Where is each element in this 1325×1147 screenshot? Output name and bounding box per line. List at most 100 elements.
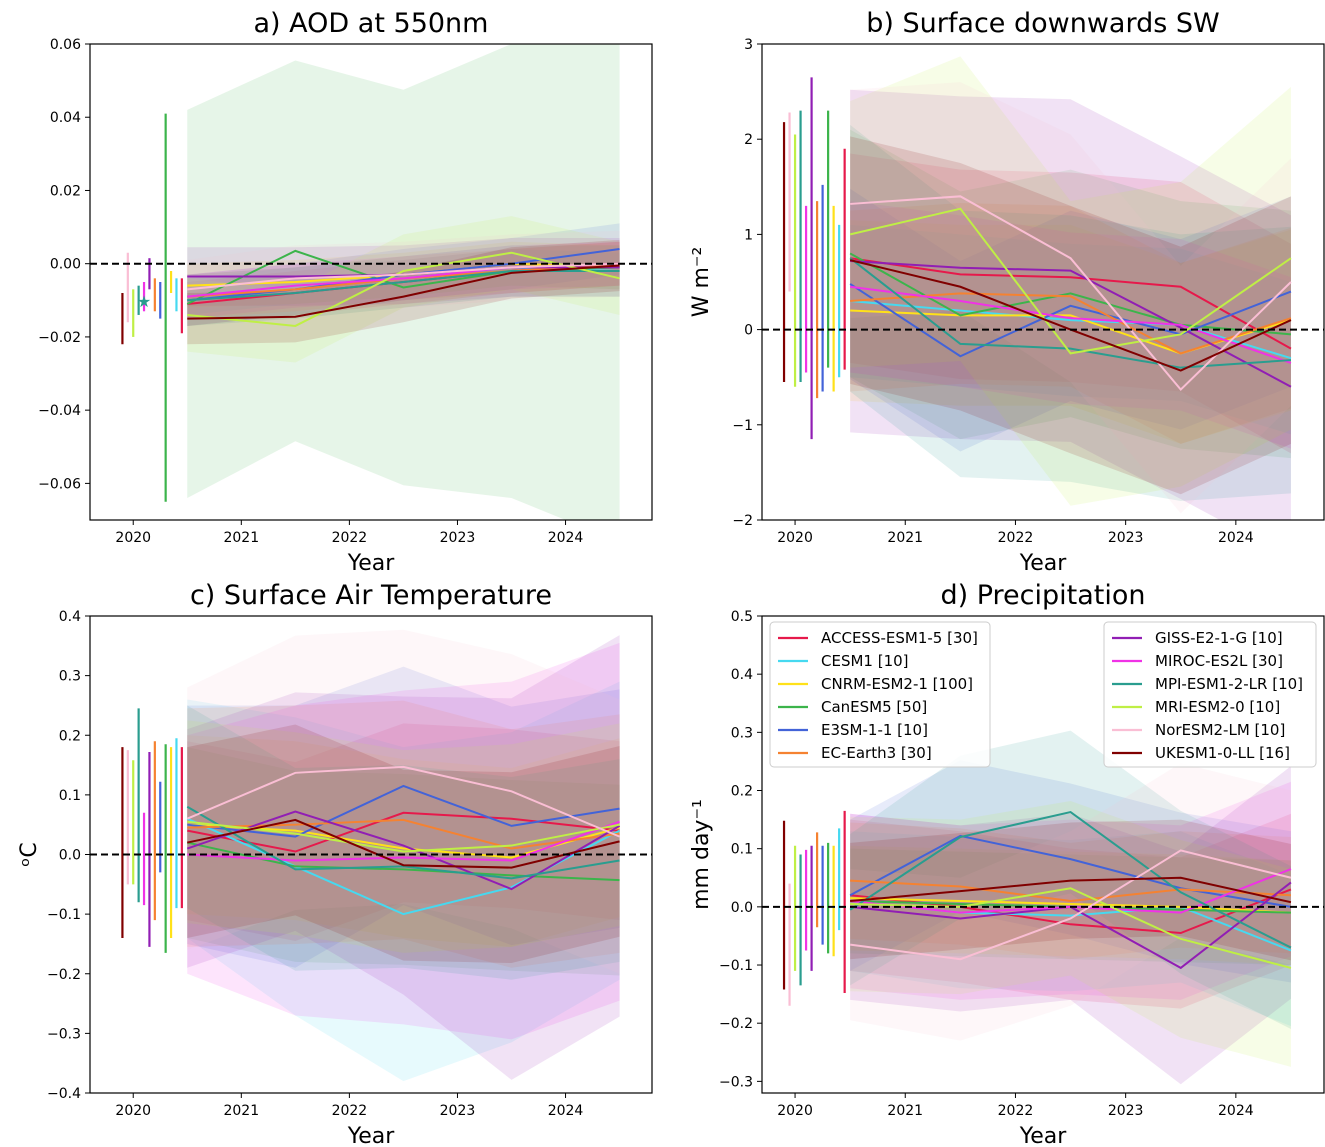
y-tick-label: 0.4 <box>731 667 753 683</box>
spread-band <box>187 245 620 326</box>
y-tick-label: −0.04 <box>38 403 81 419</box>
y-axis-label: W m⁻² <box>689 247 714 318</box>
legend-label: CanESM5 [50] <box>821 698 927 716</box>
y-tick-label: 0.00 <box>50 257 81 273</box>
spread-band <box>850 202 1291 444</box>
legend-label: ACCESS-ESM1-5 [30] <box>821 629 978 647</box>
x-tick-label: 2023 <box>1108 1103 1144 1119</box>
x-tick-label: 2023 <box>1108 530 1144 546</box>
y-tick-label: 1 <box>744 227 753 243</box>
plot-area <box>762 730 1324 1085</box>
series-line <box>187 820 620 862</box>
spread-band <box>187 239 620 345</box>
series-line <box>187 262 620 291</box>
spread-band <box>187 747 620 976</box>
x-tick-label: 2021 <box>887 1103 923 1119</box>
panel-3: 2020 2021 2022 2023 2024 −0.4 −0.3 −0.2 −0.1 0.0 0… <box>17 580 653 1147</box>
y-tick-label: 0.02 <box>50 183 81 199</box>
legend: ACCESS-ESM1-5 [30] CESM1 [10] CNRM-ESM2-1 … <box>769 621 1317 768</box>
spread-band <box>850 822 1291 960</box>
series-line <box>850 300 1292 360</box>
spread-band <box>850 800 1291 1067</box>
legend-label: E3SM-1-1 [10] <box>821 721 928 739</box>
spread-band <box>850 82 1291 514</box>
y-tick-label: 0.1 <box>59 788 81 804</box>
series-line <box>187 820 620 853</box>
x-axis-label: Year <box>1019 551 1068 576</box>
y-tick-label: 0.3 <box>59 669 81 685</box>
x-tick-label: 2020 <box>115 1103 151 1119</box>
spread-band <box>187 666 620 968</box>
spread-band <box>187 724 620 964</box>
spread-band <box>850 220 1291 444</box>
x-tick-label: 2022 <box>998 530 1034 546</box>
legend-label: GISS-E2-1-G [10] <box>1155 629 1283 647</box>
y-tick-label: −0.3 <box>719 1074 753 1090</box>
series-line <box>187 811 620 853</box>
panel-title: d) Precipitation <box>940 580 1145 611</box>
series-line <box>850 285 1292 364</box>
spread-band <box>187 735 620 947</box>
panel-1: ★ 2020 2021 2022 2023 2024 −0.06 −0.04 −0.02 0.00… <box>38 8 653 576</box>
legend-label: NorESM2-LM [10] <box>1155 721 1285 739</box>
spread-band <box>187 705 620 980</box>
legend-label: CNRM-ESM2-1 [100] <box>821 675 973 693</box>
legend-label: MPI-ESM1-2-LR [10] <box>1155 675 1303 693</box>
plot-area <box>90 629 652 1082</box>
axes-frame <box>761 43 1325 521</box>
series-line <box>850 257 1292 350</box>
x-tick-label: 2024 <box>548 1103 584 1119</box>
y-tick-label: 0.2 <box>59 728 81 744</box>
axes-frame <box>761 615 1325 1094</box>
x-axis-label: Year <box>347 551 396 576</box>
series-line <box>850 887 1292 969</box>
y-tick-label: −1 <box>732 418 753 434</box>
y-tick-label: −0.2 <box>719 1016 753 1032</box>
star-marker: ★ <box>137 292 151 311</box>
legend-box <box>769 621 991 768</box>
legend-label: MRI-ESM2-0 [10] <box>1155 698 1280 716</box>
y-tick-label: 0.3 <box>731 725 753 741</box>
y-axis-label: mm day⁻¹ <box>689 799 714 910</box>
y-tick-label: 0.06 <box>50 37 81 53</box>
x-axis-label: Year <box>1019 1124 1068 1147</box>
y-tick-label: −0.06 <box>38 476 81 492</box>
spread-band <box>850 124 1291 501</box>
y-tick-label: 0.1 <box>731 842 753 858</box>
y-tick-label: 0.0 <box>731 900 753 916</box>
spread-band <box>850 831 1291 1027</box>
y-tick-label: 0 <box>744 323 753 339</box>
series-line <box>187 251 620 327</box>
x-tick-label: 2020 <box>115 530 151 546</box>
y-tick-label: −2 <box>732 513 753 529</box>
series-line <box>849 207 1292 355</box>
series-line <box>849 283 1292 358</box>
x-tick-label: 2021 <box>223 1103 259 1119</box>
y-tick-label: 2 <box>744 132 753 148</box>
series-line <box>186 805 620 880</box>
spread-band <box>850 56 1291 506</box>
axes-frame <box>89 43 653 521</box>
x-tick-label: 2024 <box>1218 1103 1254 1119</box>
spread-band <box>850 201 1291 449</box>
plot-area <box>762 56 1324 520</box>
series-line <box>849 252 1292 336</box>
y-tick-label: −0.1 <box>719 958 753 974</box>
x-tick-label: 2023 <box>440 530 476 546</box>
x-tick-label: 2021 <box>223 530 259 546</box>
series-line <box>850 879 1291 903</box>
y-tick-label: −0.2 <box>47 967 81 983</box>
y-tick-label: 0.5 <box>731 609 753 625</box>
y-tick-label: −0.1 <box>47 907 81 923</box>
series-line <box>186 810 621 891</box>
y-tick-label: 0.2 <box>731 784 753 800</box>
series-line <box>850 260 1292 388</box>
spread-band <box>187 241 620 319</box>
spread-band <box>850 819 1291 961</box>
legend-label: UKESM1-0-LL [16] <box>1155 744 1290 762</box>
panel-title: a) AOD at 550nm <box>254 8 489 39</box>
series-line <box>187 784 620 838</box>
x-tick-label: 2022 <box>998 1103 1034 1119</box>
x-tick-label: 2024 <box>1218 530 1254 546</box>
x-tick-label: 2022 <box>332 1103 368 1119</box>
